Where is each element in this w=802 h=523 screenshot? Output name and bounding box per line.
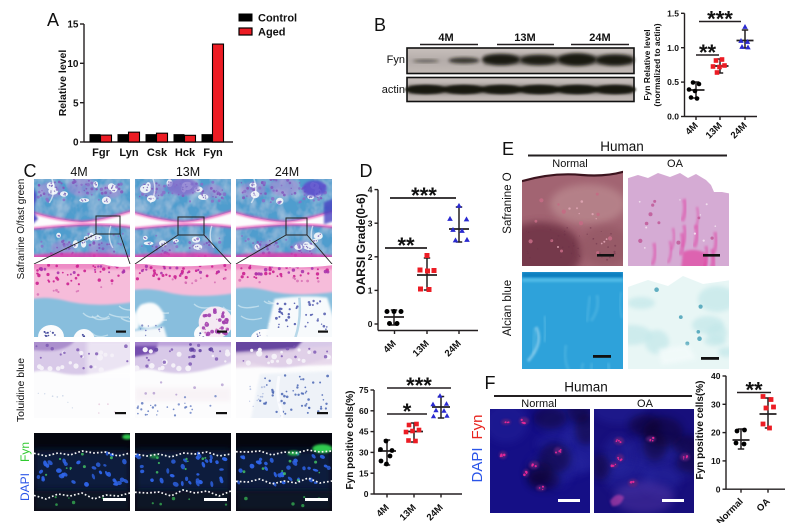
svg-text:(normalized to actin): (normalized to actin) [652,23,662,106]
svg-text:OA: OA [637,398,654,410]
svg-text:DAPI: DAPI [469,447,486,482]
svg-text:Fgr: Fgr [92,147,110,159]
svg-text:10: 10 [67,59,79,70]
svg-text:4M: 4M [70,165,87,179]
svg-text:1.0: 1.0 [667,43,679,53]
svg-text:4M: 4M [684,120,701,137]
svg-text:13M: 13M [176,165,200,179]
svg-text:C: C [24,161,37,181]
svg-text:24M: 24M [275,165,299,179]
svg-text:OARSI Grade(0-6): OARSI Grade(0-6) [354,193,368,294]
svg-text:OA: OA [667,158,684,170]
svg-text:4M: 4M [382,338,399,355]
svg-text:***: *** [411,183,437,208]
svg-text:0: 0 [368,319,373,329]
svg-text:24M: 24M [729,120,750,141]
svg-text:30: 30 [359,447,369,457]
svg-text:A: A [47,10,59,30]
svg-text:13M: 13M [398,502,419,523]
svg-text:13M: 13M [514,32,535,44]
svg-text:Human: Human [564,380,608,395]
svg-text:OA: OA [755,496,773,514]
svg-text:4: 4 [368,185,373,195]
svg-text:24M: 24M [425,502,446,523]
svg-text:20: 20 [711,428,721,438]
svg-text:E: E [502,139,514,159]
svg-text:0: 0 [364,489,369,499]
svg-text:Fyn positive cells(%): Fyn positive cells(%) [345,391,356,490]
svg-text:Hck: Hck [175,147,196,159]
svg-text:Fyn positive cells(%): Fyn positive cells(%) [695,381,706,480]
svg-text:0.0: 0.0 [667,112,679,122]
svg-text:B: B [374,15,386,35]
svg-text:DAPI: DAPI [18,473,32,501]
svg-text:24M: 24M [589,32,610,44]
svg-text:15: 15 [67,20,79,31]
svg-text:Safranine O/fast green: Safranine O/fast green [16,179,27,280]
svg-text:Aged: Aged [258,27,286,39]
svg-text:**: ** [745,378,763,403]
svg-text:0: 0 [716,484,721,494]
svg-text:4M: 4M [438,32,453,44]
svg-text:Toluidine blue: Toluidine blue [15,358,27,422]
svg-text:Fyn Relative level: Fyn Relative level [642,29,652,100]
svg-text:Control: Control [258,13,297,25]
svg-text:24M: 24M [443,338,464,359]
svg-text:Safranine O: Safranine O [502,172,514,233]
svg-text:10: 10 [711,456,721,466]
svg-text:Alcian blue: Alcian blue [502,280,514,336]
svg-text:**: ** [397,233,415,258]
svg-text:Normal: Normal [521,398,556,410]
svg-text:0.5: 0.5 [667,77,679,87]
svg-text:Fyn: Fyn [469,414,486,439]
svg-text:40: 40 [711,371,721,381]
svg-text:**: ** [699,40,717,65]
svg-text:Lyn: Lyn [119,147,138,159]
svg-text:Fyn: Fyn [203,147,223,159]
svg-text:Normal: Normal [552,158,587,170]
svg-text:Csk: Csk [147,147,168,159]
svg-text:13M: 13M [411,338,432,359]
svg-text:actin: actin [382,84,405,96]
svg-text:Human: Human [600,139,644,154]
svg-text:60: 60 [359,406,369,416]
svg-text:45: 45 [359,427,369,437]
svg-text:5: 5 [73,98,79,109]
svg-text:15: 15 [359,468,369,478]
svg-text:*: * [403,399,412,424]
svg-text:3: 3 [368,218,373,228]
svg-text:Fyn: Fyn [387,54,405,66]
svg-text:2: 2 [368,252,373,262]
svg-text:D: D [360,161,373,181]
svg-text:13M: 13M [704,120,725,141]
svg-text:Relative level: Relative level [57,50,69,117]
svg-text:Normal: Normal [715,496,746,523]
svg-text:1: 1 [368,285,373,295]
svg-text:75: 75 [359,385,369,395]
svg-text:F: F [485,373,496,393]
svg-text:0: 0 [73,138,79,149]
svg-text:4M: 4M [375,502,392,519]
svg-text:1.5: 1.5 [667,8,679,18]
svg-text:30: 30 [711,399,721,409]
svg-text:Fyn: Fyn [18,442,32,462]
svg-text:***: *** [707,7,733,32]
svg-text:***: *** [406,373,432,398]
